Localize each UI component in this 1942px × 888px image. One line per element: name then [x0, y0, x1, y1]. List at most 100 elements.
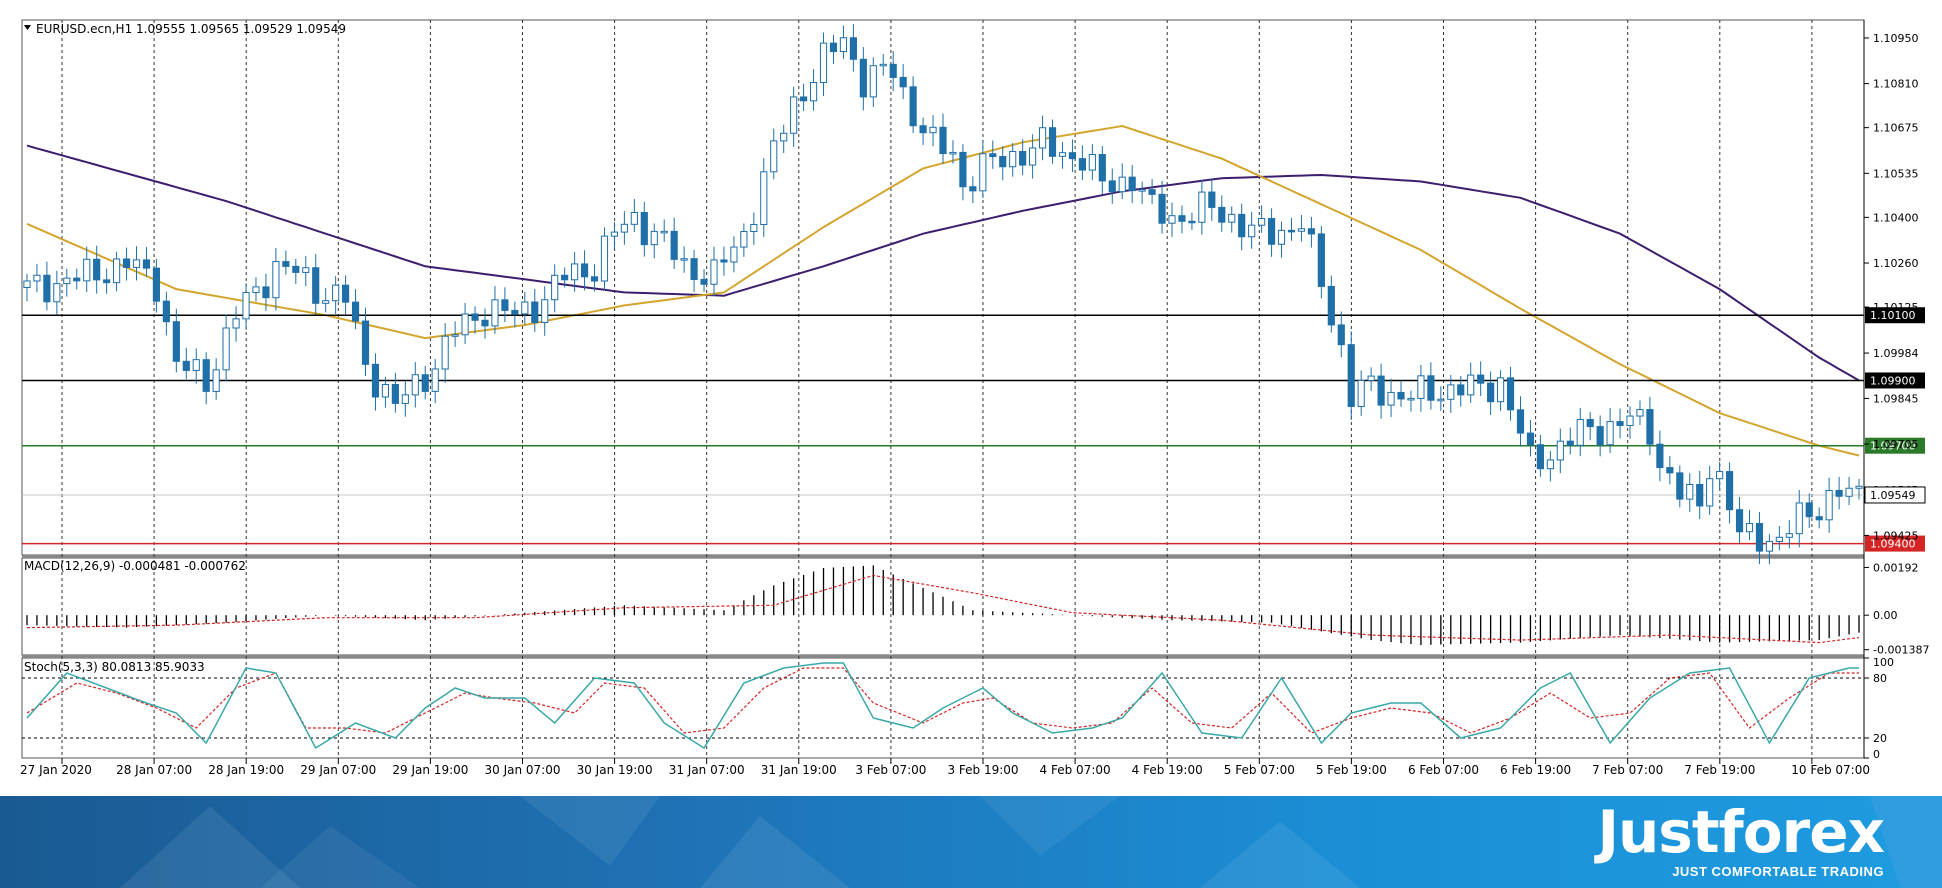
time-label: 28 Jan 07:00 — [116, 763, 192, 777]
candle-body — [949, 151, 957, 155]
vertical-grid — [61, 20, 1813, 758]
level-label-box — [1865, 372, 1925, 389]
candle-body — [1626, 415, 1634, 426]
candle-body — [132, 259, 141, 268]
candle-body — [282, 261, 290, 267]
candle-body — [829, 42, 838, 53]
candle-body — [630, 211, 638, 225]
stoch-tick-label: 80 — [1873, 672, 1887, 685]
candle-body — [1646, 409, 1654, 445]
candle-body — [1506, 377, 1515, 411]
time-label: 30 Jan 07:00 — [485, 763, 561, 777]
chart: 1.10100 1.09900 1.09700 1.09400 1.10950 1.108… — [20, 19, 1929, 777]
candle-body — [1745, 523, 1754, 533]
price-tick-label: 1.09845 — [1873, 392, 1919, 405]
candle-body — [322, 300, 330, 304]
time-label: 30 Jan 19:00 — [577, 763, 653, 777]
candle-body — [1735, 509, 1744, 533]
candle-body — [491, 299, 499, 327]
level-label-box — [1865, 535, 1925, 552]
candle-body — [411, 374, 419, 396]
candle-body — [1277, 229, 1286, 245]
candle-body — [1108, 180, 1116, 193]
stoch-tick-label: 100 — [1873, 656, 1894, 669]
candle-body — [1785, 533, 1793, 538]
brand-logo: Justforex — [1597, 798, 1885, 866]
candle-body — [1706, 478, 1714, 507]
candle-body — [730, 246, 738, 263]
candle-body — [809, 82, 818, 102]
candle-body — [342, 284, 350, 303]
brand-tagline: JUST COMFORTABLE TRADING — [1672, 864, 1884, 879]
candle-body — [1616, 421, 1624, 426]
time-label: 27 Jan 2020 — [20, 763, 92, 777]
candle-body — [1536, 444, 1544, 470]
candle-body — [1258, 217, 1266, 226]
candle-body — [1019, 150, 1027, 166]
candle-body — [33, 274, 41, 282]
candle-body — [1586, 419, 1594, 428]
candle-body — [103, 279, 111, 284]
chevron-down-icon[interactable] — [24, 25, 31, 30]
price-tick-label: 1.10810 — [1873, 78, 1919, 91]
candle-body — [1347, 344, 1355, 407]
candle-body — [1686, 483, 1694, 500]
macd-tick-label: 0.00 — [1873, 609, 1898, 622]
candle-body — [1606, 421, 1614, 446]
time-label: 31 Jan 19:00 — [761, 763, 837, 777]
candle-body — [929, 126, 937, 134]
candle-body — [441, 335, 449, 370]
candle-body — [1775, 536, 1783, 542]
candle-body — [481, 319, 489, 327]
candle-body — [1477, 374, 1485, 384]
candle-body — [1238, 213, 1246, 238]
candle-body — [1068, 152, 1077, 160]
candle-body — [999, 156, 1007, 168]
candle-body — [451, 334, 459, 337]
candle-body — [272, 261, 280, 299]
candle-body — [1437, 398, 1445, 402]
level-label: 1.09700 — [1870, 440, 1916, 453]
candle-body — [1188, 220, 1196, 224]
candle-body — [1845, 487, 1853, 497]
candle-body — [1098, 153, 1106, 182]
price-tick-label: 1.10260 — [1873, 257, 1919, 270]
candle-body — [909, 86, 917, 127]
candle-body — [561, 274, 569, 281]
candle-body — [780, 132, 788, 142]
candle-body — [790, 96, 798, 134]
candle-body — [740, 231, 748, 248]
price-tick-label: 1.10950 — [1873, 32, 1919, 45]
candle-body — [1815, 516, 1823, 521]
macd-signal-line — [26, 574, 1860, 644]
candle-body — [232, 318, 240, 329]
candle-body — [1566, 440, 1574, 446]
candle-body — [1407, 397, 1415, 401]
macd-axis: 0.00192 0.00 -0.001387 — [1864, 561, 1929, 657]
candle-body — [1716, 471, 1724, 480]
price-tick-label: 1.09984 — [1873, 347, 1919, 360]
time-label: 31 Jan 07:00 — [669, 763, 745, 777]
candle-body — [1128, 176, 1136, 192]
candle-body — [361, 320, 370, 365]
candle-body — [521, 301, 529, 315]
candle-body — [800, 96, 808, 102]
price-axis: 1.10100 1.09900 1.09700 1.09400 1.10950 1.108… — [1864, 32, 1926, 552]
candle-body — [1666, 467, 1674, 474]
candle-body — [1397, 391, 1405, 400]
candle-body — [1367, 375, 1375, 381]
candle-body — [700, 278, 708, 285]
candle-body — [172, 321, 180, 362]
panel-separator-2 — [22, 655, 1864, 658]
candle-body — [819, 42, 828, 84]
panel-frames — [21, 19, 1865, 759]
stochastic-title: Stoch(5,3,3) 80.0813 85.9033 — [24, 660, 205, 674]
macd-signal-path — [26, 574, 1860, 644]
candle-body — [650, 230, 658, 246]
panel-separator-1 — [22, 555, 1864, 558]
candle-body — [1516, 409, 1525, 434]
candle-body — [391, 384, 399, 404]
candle-body — [660, 230, 668, 234]
candle-body — [1387, 391, 1395, 406]
candle-body — [1118, 176, 1126, 193]
